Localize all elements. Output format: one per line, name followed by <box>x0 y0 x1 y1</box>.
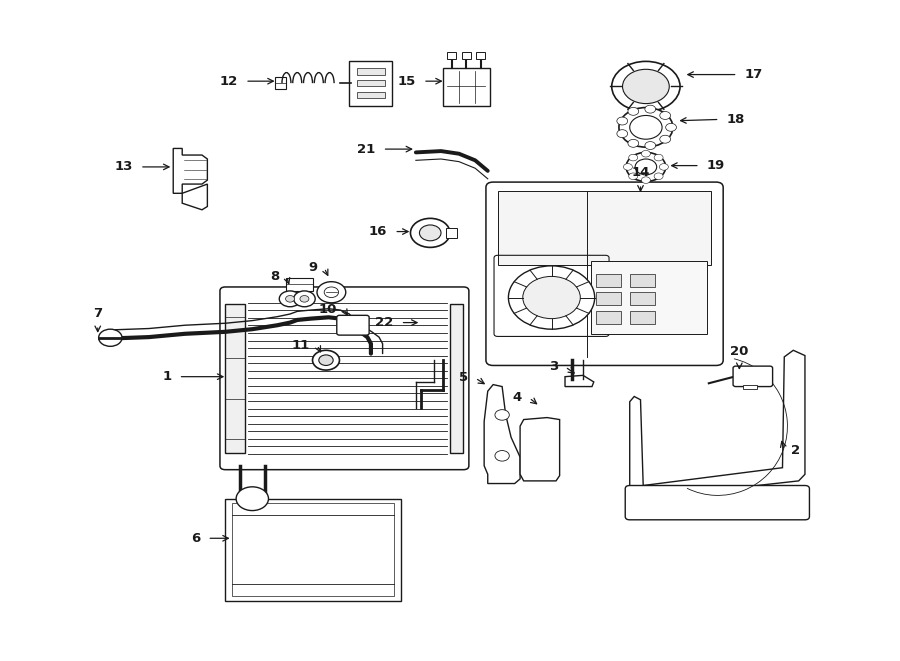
Bar <box>742 385 757 389</box>
Text: 21: 21 <box>357 143 375 155</box>
FancyBboxPatch shape <box>734 366 772 387</box>
FancyBboxPatch shape <box>220 287 469 470</box>
Bar <box>446 227 457 238</box>
Bar <box>274 77 285 89</box>
Text: 12: 12 <box>220 75 238 88</box>
Circle shape <box>495 410 509 420</box>
Circle shape <box>624 164 633 171</box>
Circle shape <box>635 159 657 175</box>
Circle shape <box>324 287 338 297</box>
FancyBboxPatch shape <box>486 182 724 366</box>
Circle shape <box>317 282 346 303</box>
Circle shape <box>508 266 595 329</box>
Circle shape <box>666 124 677 132</box>
Circle shape <box>628 107 639 115</box>
Circle shape <box>642 151 651 157</box>
Polygon shape <box>565 375 594 387</box>
Bar <box>591 261 707 334</box>
Text: 15: 15 <box>398 75 416 88</box>
Circle shape <box>285 295 294 302</box>
Circle shape <box>616 117 627 125</box>
Bar <box>630 274 655 287</box>
Bar <box>349 61 392 106</box>
Bar <box>443 68 490 106</box>
Text: 2: 2 <box>791 444 801 457</box>
Text: 10: 10 <box>319 303 337 316</box>
Circle shape <box>410 218 450 247</box>
Text: 16: 16 <box>369 225 387 238</box>
Text: 8: 8 <box>270 270 279 283</box>
Circle shape <box>616 130 627 137</box>
Circle shape <box>236 487 268 510</box>
Circle shape <box>319 355 333 366</box>
Circle shape <box>645 105 656 113</box>
Text: 20: 20 <box>730 345 749 358</box>
Circle shape <box>523 276 580 319</box>
Circle shape <box>660 136 670 143</box>
Circle shape <box>495 451 509 461</box>
Circle shape <box>626 153 666 181</box>
Bar <box>596 292 621 305</box>
Bar <box>596 311 621 324</box>
Bar <box>498 191 712 265</box>
Circle shape <box>660 164 669 171</box>
Text: 14: 14 <box>631 166 650 178</box>
Text: 19: 19 <box>707 159 725 172</box>
Text: 17: 17 <box>744 68 763 81</box>
Circle shape <box>630 116 662 139</box>
Bar <box>225 498 400 601</box>
Circle shape <box>660 112 670 120</box>
Circle shape <box>654 173 663 180</box>
Polygon shape <box>182 184 207 210</box>
FancyBboxPatch shape <box>626 486 809 520</box>
Circle shape <box>99 329 122 346</box>
Text: 18: 18 <box>727 113 745 126</box>
Circle shape <box>300 295 309 302</box>
Bar <box>356 80 385 87</box>
Circle shape <box>419 225 441 241</box>
Circle shape <box>645 141 656 149</box>
Polygon shape <box>173 149 207 193</box>
Text: 5: 5 <box>459 371 468 385</box>
Text: 3: 3 <box>549 360 558 373</box>
Bar <box>476 52 485 59</box>
FancyBboxPatch shape <box>337 315 369 335</box>
Polygon shape <box>630 350 805 498</box>
Circle shape <box>629 154 638 161</box>
Bar <box>447 52 456 59</box>
Circle shape <box>642 176 651 183</box>
Circle shape <box>612 61 680 112</box>
Circle shape <box>628 139 639 147</box>
Bar <box>356 92 385 98</box>
Text: 7: 7 <box>94 307 103 320</box>
Bar <box>462 52 471 59</box>
Text: 9: 9 <box>308 261 317 274</box>
Circle shape <box>293 291 315 307</box>
Bar <box>231 503 394 596</box>
Circle shape <box>279 291 301 307</box>
Bar <box>450 304 464 453</box>
Bar <box>596 274 621 287</box>
Text: 1: 1 <box>162 370 171 383</box>
Polygon shape <box>520 418 560 481</box>
Bar <box>286 278 313 291</box>
Circle shape <box>654 154 663 161</box>
Circle shape <box>312 350 339 370</box>
Bar <box>630 292 655 305</box>
Bar <box>356 68 385 75</box>
Text: 11: 11 <box>292 338 310 352</box>
Circle shape <box>629 173 638 180</box>
Bar <box>630 311 655 324</box>
Text: 4: 4 <box>513 391 522 405</box>
Text: 13: 13 <box>114 161 133 173</box>
Bar <box>225 304 245 453</box>
Text: 6: 6 <box>191 532 200 545</box>
Circle shape <box>619 108 673 147</box>
Polygon shape <box>484 385 520 484</box>
Circle shape <box>623 69 670 104</box>
Text: 22: 22 <box>375 316 393 329</box>
